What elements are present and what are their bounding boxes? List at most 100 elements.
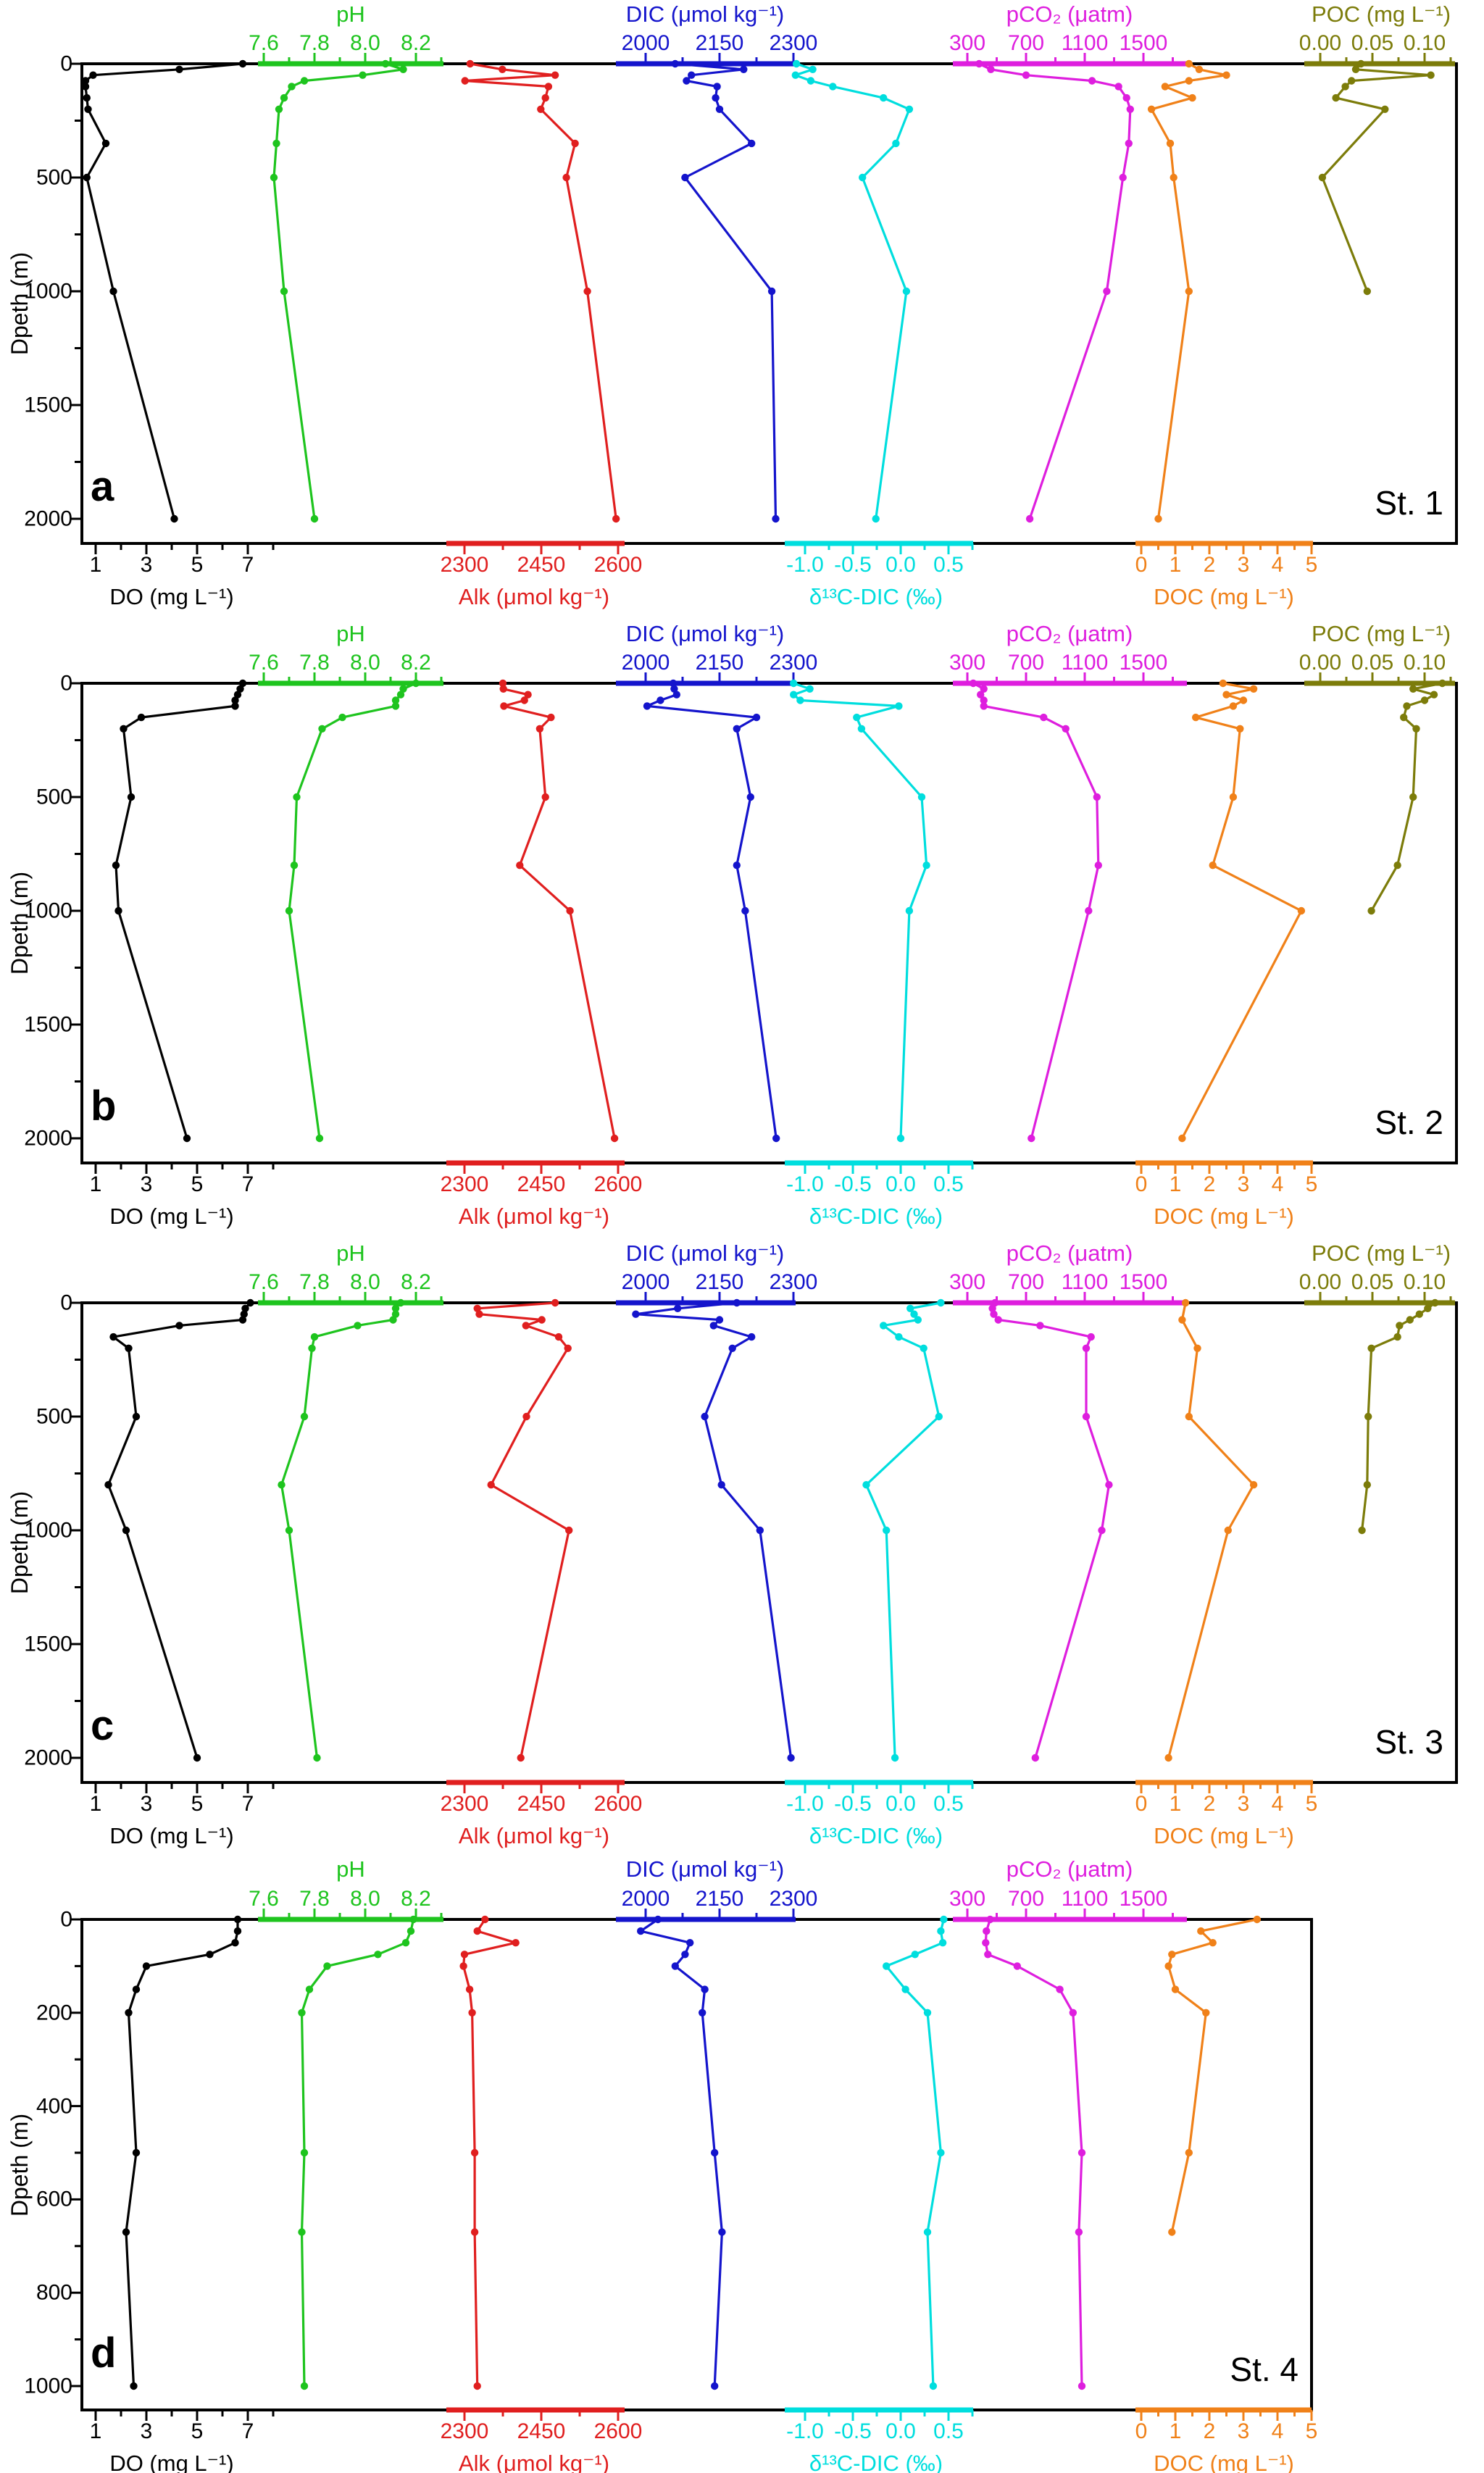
doc-axis-title: DOC (mg L⁻¹) [1154, 584, 1294, 609]
doc-profile-line [1180, 682, 1303, 1139]
poc-data-marker [1332, 93, 1340, 102]
alk-data-marker [500, 702, 508, 710]
d13c-data-marker [790, 679, 798, 688]
pco2-data-marker [980, 696, 988, 704]
alk-data-marker [538, 1316, 546, 1324]
d13c-data-marker [896, 1134, 905, 1143]
do-data-marker [175, 1322, 183, 1330]
ph-profile-line [288, 682, 417, 1139]
doc-tick-label: 5 [1305, 1792, 1318, 1816]
d13c-data-marker [853, 713, 861, 722]
pco2-data-marker [987, 65, 995, 74]
pco2-tick-label: 300 [949, 1887, 986, 1911]
ph-data-marker [275, 105, 283, 113]
doc-data-marker [1229, 793, 1238, 801]
ph-data-marker [293, 793, 301, 801]
pco2-axis-title: pCO₂ (μatm) [1006, 1, 1133, 27]
alk-tick-label: 2300 [440, 1172, 489, 1196]
doc-data-marker [1249, 685, 1258, 693]
pco2-data-marker [1122, 93, 1130, 102]
ph-data-marker [290, 862, 299, 869]
alk-data-marker [473, 2382, 481, 2390]
doc-data-marker [1193, 1344, 1201, 1352]
d13c-tick-label: -1.0 [786, 553, 824, 577]
doc-data-marker [1236, 725, 1244, 733]
pco2-data-marker [1062, 725, 1070, 733]
poc-tick-label: 0.05 [1351, 1270, 1394, 1294]
doc-tick-label: 5 [1305, 1172, 1318, 1196]
alk-data-marker [524, 691, 532, 698]
pco2-data-marker [1082, 1412, 1091, 1421]
do-tick-label: 3 [140, 553, 153, 577]
ph-data-marker [374, 1951, 382, 1959]
poc-profile-line [1361, 1301, 1436, 1531]
poc-data-marker [1367, 906, 1375, 915]
doc-tick-label: 3 [1237, 1172, 1250, 1196]
pco2-data-marker [977, 691, 985, 698]
depth-tick-label: 1000 [24, 898, 72, 923]
poc-tick-label: 0.00 [1298, 1270, 1342, 1294]
dic-data-marker [787, 1753, 795, 1762]
alk-data-marker [554, 1333, 563, 1341]
d13c-data-marker [901, 1985, 909, 1993]
pco2-data-marker [1126, 105, 1135, 113]
d13c-tick-label: 0.0 [885, 2419, 916, 2443]
doc-tick-label: 1 [1169, 1792, 1182, 1816]
doc-data-marker [1185, 1412, 1193, 1421]
depth-tick-label: 0 [60, 51, 72, 76]
doc-data-marker [1164, 1962, 1172, 1970]
ph-tick-label: 7.6 [249, 651, 279, 675]
ph-data-marker [310, 1333, 319, 1341]
dic-data-marker [733, 1298, 741, 1307]
plot-box [80, 1918, 1313, 2411]
do-tick-label: 5 [191, 553, 204, 577]
d13c-data-marker [883, 1526, 891, 1535]
doc-tick-label: 0 [1135, 553, 1148, 577]
depth-tick-label: 2000 [24, 1746, 72, 1770]
dic-data-marker [718, 2228, 726, 2236]
ph-data-marker [391, 702, 400, 710]
doc-profile-line [1167, 1918, 1258, 2232]
doc-profile-line [1167, 1302, 1255, 1759]
do-tick-label: 1 [89, 1172, 102, 1196]
poc-tick-label: 0.10 [1403, 651, 1446, 675]
dic-data-marker [715, 105, 724, 113]
alk-tick-label: 2600 [593, 553, 643, 577]
do-data-marker [83, 93, 91, 102]
doc-data-marker [1239, 696, 1248, 704]
poc-data-marker [1409, 685, 1417, 693]
d13c-data-marker [892, 139, 900, 148]
doc-data-marker [1202, 2009, 1210, 2017]
pco2-axis-title: pCO₂ (μatm) [1006, 1856, 1133, 1882]
station-label-4: St. 4 [1230, 2351, 1298, 2388]
ph-data-marker [315, 1134, 324, 1143]
pco2-profile-line [991, 1302, 1111, 1759]
depth-axis-title: Dpeth (m) [7, 1490, 33, 1595]
dic-data-marker [683, 77, 691, 85]
d13c-tick-label: -1.0 [786, 1792, 824, 1816]
d13c-data-marker [922, 862, 930, 869]
do-data-marker [120, 725, 128, 733]
d13c-data-marker [920, 1344, 928, 1352]
pco2-axis-title: pCO₂ (μatm) [1006, 621, 1133, 646]
alk-axis-title: Alk (μmol kg⁻¹) [458, 584, 610, 609]
doc-data-marker [1168, 2228, 1176, 2236]
alk-tick-label: 2600 [593, 1172, 643, 1196]
pco2-data-marker [983, 1927, 991, 1935]
do-profile-line [114, 683, 244, 1139]
do-data-marker [193, 1753, 201, 1762]
doc-data-marker [1178, 1316, 1186, 1324]
poc-data-marker [1358, 1526, 1366, 1535]
pco2-profile-line [984, 1919, 1083, 2387]
doc-tick-label: 1 [1169, 553, 1182, 577]
d13c-tick-label: -1.0 [786, 1172, 824, 1196]
dic-data-marker [701, 1412, 709, 1421]
depth-tick-label: 2000 [24, 506, 72, 531]
do-data-marker [137, 713, 146, 722]
alk-data-marker [583, 287, 591, 296]
do-data-marker [233, 1915, 242, 1924]
dic-data-marker [709, 1322, 717, 1330]
d13c-tick-label: 0.0 [885, 1172, 916, 1196]
ph-data-marker [308, 1344, 316, 1352]
poc-data-marker [1409, 793, 1417, 801]
